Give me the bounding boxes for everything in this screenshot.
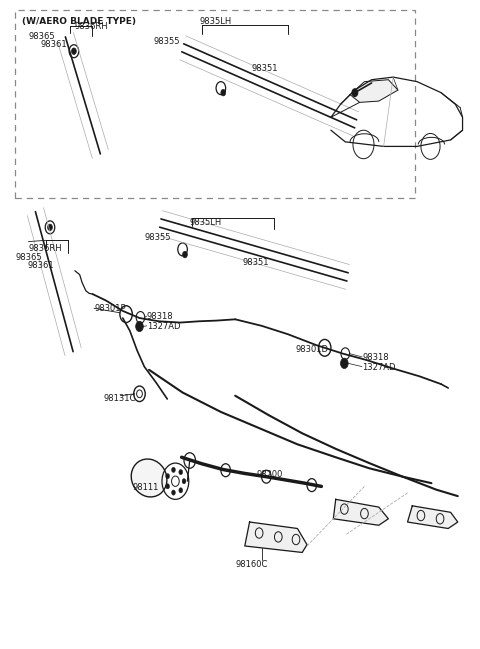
Circle shape bbox=[72, 48, 76, 55]
Text: 98318: 98318 bbox=[147, 312, 173, 321]
Text: 98365: 98365 bbox=[15, 252, 42, 262]
Circle shape bbox=[179, 469, 183, 474]
Circle shape bbox=[166, 474, 169, 479]
Text: 98361: 98361 bbox=[27, 261, 54, 270]
Text: 98131C: 98131C bbox=[104, 395, 136, 404]
Text: 9835LH: 9835LH bbox=[199, 17, 231, 26]
Text: 98160C: 98160C bbox=[235, 559, 267, 569]
Circle shape bbox=[48, 224, 52, 230]
Circle shape bbox=[136, 321, 144, 332]
Bar bbox=[15, 10, 415, 198]
Circle shape bbox=[179, 488, 183, 493]
Text: 9836RH: 9836RH bbox=[75, 22, 108, 31]
Text: 98200: 98200 bbox=[257, 471, 283, 479]
Text: 1327AD: 1327AD bbox=[362, 363, 396, 372]
Circle shape bbox=[352, 89, 358, 97]
Text: 98355: 98355 bbox=[144, 232, 171, 241]
Text: 1327AD: 1327AD bbox=[147, 322, 180, 331]
Text: 9835LH: 9835LH bbox=[190, 217, 222, 227]
Text: 98361: 98361 bbox=[40, 40, 67, 49]
Text: 98301P: 98301P bbox=[94, 304, 126, 313]
Text: 98351: 98351 bbox=[242, 258, 269, 267]
Circle shape bbox=[166, 484, 169, 489]
Text: 98301D: 98301D bbox=[295, 345, 328, 354]
Circle shape bbox=[182, 478, 186, 484]
Ellipse shape bbox=[131, 459, 167, 497]
Polygon shape bbox=[245, 522, 307, 552]
Circle shape bbox=[182, 251, 187, 258]
Text: 9836RH: 9836RH bbox=[28, 243, 62, 252]
Circle shape bbox=[340, 358, 348, 369]
Circle shape bbox=[171, 490, 175, 495]
Text: 98355: 98355 bbox=[154, 37, 180, 46]
Polygon shape bbox=[408, 506, 458, 528]
Text: 98365: 98365 bbox=[28, 32, 55, 42]
Text: (W/AERO BLADE TYPE): (W/AERO BLADE TYPE) bbox=[22, 17, 136, 26]
Polygon shape bbox=[350, 80, 398, 103]
Text: 98111: 98111 bbox=[132, 484, 159, 492]
Polygon shape bbox=[333, 499, 388, 525]
Text: 98318: 98318 bbox=[362, 353, 389, 362]
Text: 98351: 98351 bbox=[252, 64, 278, 73]
Circle shape bbox=[171, 467, 175, 472]
Circle shape bbox=[221, 90, 226, 96]
